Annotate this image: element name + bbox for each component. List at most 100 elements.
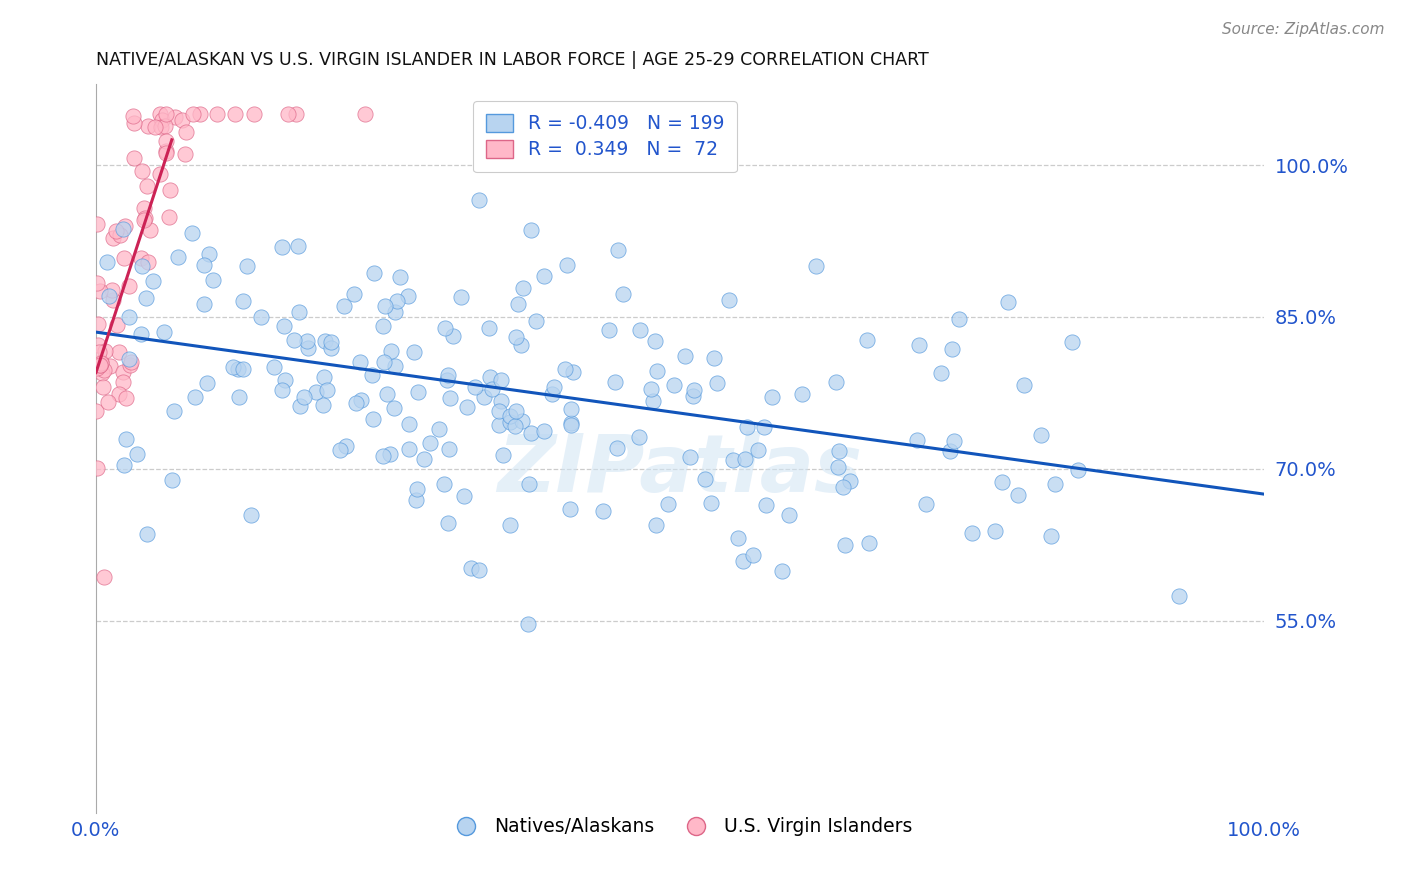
Point <box>343 287 366 301</box>
Point <box>770 564 793 578</box>
Point <box>533 424 555 438</box>
Point <box>456 400 478 414</box>
Point <box>131 164 153 178</box>
Point <box>997 294 1019 309</box>
Point <box>271 383 294 397</box>
Point <box>149 107 172 121</box>
Point <box>222 359 245 374</box>
Point <box>943 434 966 448</box>
Point <box>135 179 157 194</box>
Point <box>505 419 527 434</box>
Point <box>645 364 668 378</box>
Point <box>1007 488 1029 502</box>
Point <box>232 293 254 308</box>
Point <box>319 341 342 355</box>
Point <box>433 477 456 491</box>
Legend: Natives/Alaskans, U.S. Virgin Islanders: Natives/Alaskans, U.S. Virgin Islanders <box>440 810 920 844</box>
Point <box>682 389 704 403</box>
Point <box>406 385 429 400</box>
Point <box>734 452 756 467</box>
Point <box>427 421 450 435</box>
Point <box>167 250 190 264</box>
Point <box>271 240 294 254</box>
Point <box>93 569 115 583</box>
Point <box>700 496 723 510</box>
Point <box>723 453 745 467</box>
Point <box>481 383 503 397</box>
Point <box>1168 589 1191 603</box>
Point <box>86 217 108 231</box>
Point <box>250 310 273 324</box>
Point <box>363 266 385 280</box>
Point <box>117 279 139 293</box>
Point <box>385 293 408 308</box>
Point <box>679 450 702 465</box>
Point <box>173 146 195 161</box>
Point <box>1043 477 1066 491</box>
Point <box>89 358 111 372</box>
Point <box>108 387 131 401</box>
Point <box>398 417 420 432</box>
Point <box>361 368 384 382</box>
Point <box>193 258 215 272</box>
Point <box>384 359 406 374</box>
Point <box>274 373 297 387</box>
Point <box>155 146 177 161</box>
Point <box>350 392 373 407</box>
Point <box>277 107 299 121</box>
Point <box>628 430 651 444</box>
Point <box>283 333 305 347</box>
Point <box>90 356 112 370</box>
Point <box>905 433 928 447</box>
Point <box>374 299 396 313</box>
Point <box>239 508 262 523</box>
Point <box>641 393 664 408</box>
Point <box>834 538 856 552</box>
Point <box>132 213 155 227</box>
Point <box>436 373 458 387</box>
Point <box>155 107 177 121</box>
Point <box>382 401 405 415</box>
Point <box>120 358 142 372</box>
Point <box>644 334 666 348</box>
Point <box>263 360 285 375</box>
Point <box>243 107 266 121</box>
Point <box>86 361 108 376</box>
Point <box>1062 335 1084 350</box>
Point <box>505 404 527 418</box>
Point <box>114 391 136 405</box>
Point <box>543 380 565 394</box>
Point <box>155 145 177 159</box>
Point <box>91 380 114 394</box>
Point <box>606 441 628 455</box>
Point <box>488 418 510 433</box>
Point <box>931 366 953 380</box>
Point <box>136 526 159 541</box>
Point <box>439 391 461 405</box>
Point <box>195 376 218 391</box>
Point <box>205 107 228 121</box>
Point <box>437 442 460 457</box>
Point <box>506 297 529 311</box>
Point <box>510 338 533 352</box>
Point <box>517 477 540 491</box>
Point <box>460 561 482 575</box>
Point <box>373 355 395 369</box>
Point <box>94 343 117 358</box>
Point <box>693 472 716 486</box>
Point <box>159 183 181 197</box>
Point <box>657 497 679 511</box>
Point <box>124 151 146 165</box>
Point <box>273 318 295 333</box>
Point <box>136 119 159 133</box>
Point <box>731 554 754 568</box>
Point <box>858 536 880 550</box>
Point <box>349 354 371 368</box>
Point <box>180 226 202 240</box>
Point <box>288 305 311 319</box>
Point <box>727 531 749 545</box>
Point <box>790 387 813 401</box>
Point <box>377 387 399 401</box>
Point <box>157 211 180 225</box>
Point <box>478 320 501 334</box>
